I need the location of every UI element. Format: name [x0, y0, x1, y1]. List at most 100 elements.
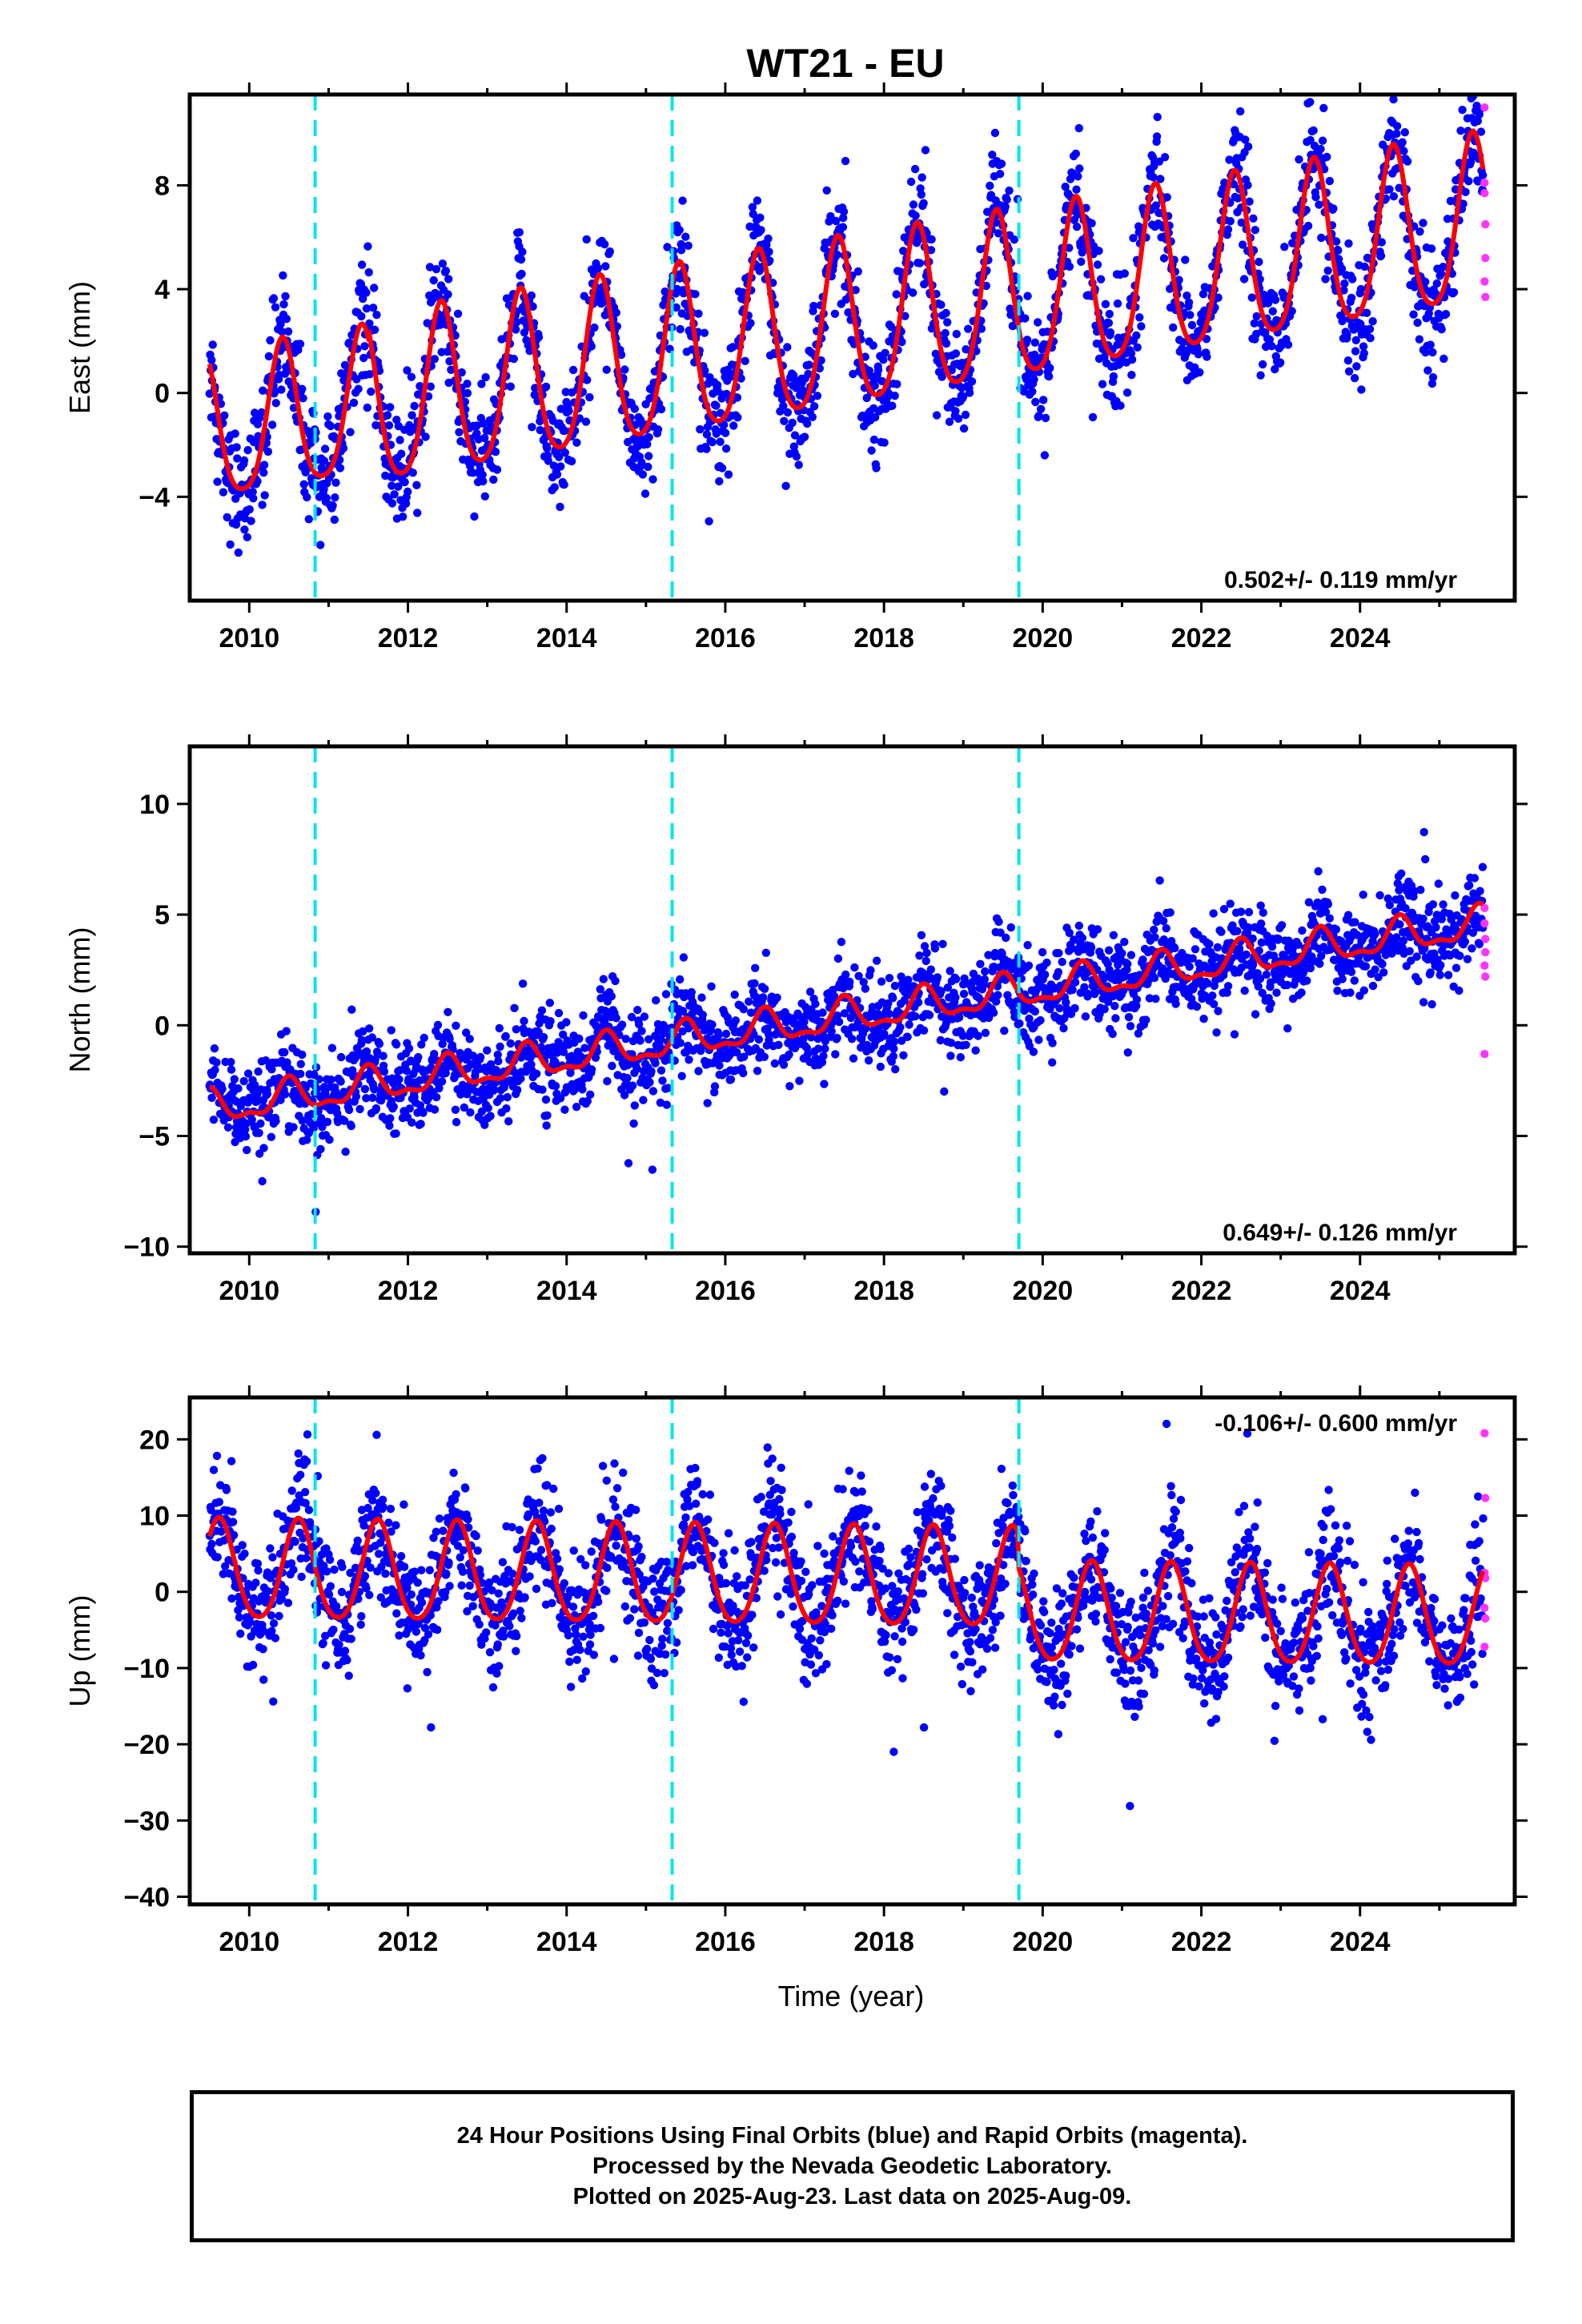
final-orbit-point [376, 1096, 386, 1105]
final-orbit-point [629, 1119, 638, 1128]
final-orbit-point [1041, 413, 1050, 423]
final-orbit-point [644, 462, 652, 472]
final-orbit-point [890, 392, 899, 400]
final-orbit-point [259, 1144, 268, 1152]
final-orbit-point [1257, 938, 1267, 947]
final-orbit-point [462, 1028, 471, 1037]
final-orbit-point [394, 421, 403, 431]
final-orbit-point [1074, 921, 1084, 931]
final-orbit-point [220, 411, 229, 420]
final-orbit-point [549, 461, 559, 470]
final-orbit-point [820, 1080, 829, 1088]
panels-group: 2010 2012 2014 2016 2018 2020 2022 2024840−4Eas… [63, 47, 1528, 1957]
final-orbit-point [227, 1065, 236, 1074]
final-orbit-point [624, 1159, 633, 1168]
final-orbit-point [704, 379, 713, 388]
final-orbit-point [510, 1003, 519, 1013]
final-orbit-point [250, 1080, 259, 1090]
final-orbit-point [746, 319, 755, 328]
final-orbit-point [1132, 995, 1142, 1004]
final-orbit-point [1421, 854, 1430, 864]
final-orbit-point [1305, 80, 1313, 88]
final-orbit-point [1255, 257, 1263, 267]
final-orbit-point [552, 470, 562, 479]
north-y-axis-label: North (mm) [63, 927, 96, 1073]
final-orbit-point [942, 1019, 951, 1027]
rapid-orbit-point [1480, 961, 1489, 970]
final-orbit-point [951, 993, 960, 1002]
final-orbit-point [586, 1090, 595, 1100]
final-orbit-point [827, 1027, 836, 1036]
final-orbit-point [1129, 234, 1138, 243]
final-orbit-point [532, 1069, 541, 1079]
final-orbit-point [1461, 187, 1470, 196]
final-orbit-point [404, 1044, 414, 1053]
final-orbit-point [1409, 310, 1418, 319]
final-orbit-point [1446, 196, 1456, 206]
final-orbit-point [1134, 1029, 1143, 1038]
final-orbit-point [421, 432, 430, 441]
final-orbit-point [281, 292, 290, 301]
final-orbit-point [981, 967, 990, 976]
final-orbit-point [233, 454, 242, 463]
final-orbit-point [303, 1136, 311, 1144]
final-orbit-point [1356, 320, 1365, 328]
final-orbit-point [1303, 221, 1313, 231]
final-orbit-point [1452, 963, 1461, 972]
final-orbit-point [869, 435, 879, 444]
final-orbit-point [303, 493, 311, 502]
final-orbit-point [323, 1117, 332, 1127]
final-orbit-point [1070, 1003, 1079, 1013]
final-orbit-point [637, 1027, 646, 1035]
final-orbit-point [493, 1050, 502, 1059]
final-orbit-point [1426, 340, 1435, 349]
final-orbit-point [516, 1074, 525, 1084]
final-orbit-point [1314, 866, 1323, 876]
final-orbit-point [599, 975, 608, 983]
final-orbit-point [1010, 235, 1019, 244]
final-orbit-point [877, 376, 887, 386]
final-orbit-point [630, 404, 639, 413]
final-orbit-point [387, 499, 397, 508]
final-orbit-point [212, 1451, 222, 1461]
final-orbit-point [676, 975, 685, 984]
final-orbit-point [1283, 1024, 1292, 1033]
final-orbit-point [230, 1075, 239, 1084]
final-orbit-point [644, 1035, 653, 1044]
final-orbit-point [1458, 106, 1467, 115]
final-orbit-point [891, 1065, 900, 1074]
final-orbit-point [226, 540, 235, 549]
final-orbit-point [407, 372, 416, 381]
final-orbit-point [697, 993, 706, 1002]
final-orbit-point [672, 303, 681, 312]
final-orbit-point [258, 501, 267, 509]
final-orbit-point [612, 308, 620, 317]
final-orbit-point [1054, 967, 1063, 977]
final-orbit-point [256, 1119, 265, 1128]
final-orbit-point [298, 1050, 307, 1059]
final-orbit-point [675, 274, 685, 283]
final-orbit-point [582, 235, 591, 244]
final-orbit-point [881, 348, 889, 357]
final-orbit-point [1325, 176, 1335, 186]
east-plot-frame [187, 92, 1517, 603]
final-orbit-point [1248, 934, 1257, 943]
final-orbit-point [1126, 951, 1136, 959]
final-orbit-point [1462, 47, 1470, 55]
final-orbit-point [977, 324, 986, 333]
final-orbit-point [362, 288, 371, 297]
final-orbit-point [648, 1087, 658, 1096]
final-orbit-point [593, 263, 603, 273]
final-orbit-point [764, 1029, 773, 1039]
final-orbit-point [1464, 177, 1473, 186]
rapid-orbit-point [1480, 179, 1489, 187]
final-orbit-point [219, 488, 228, 497]
final-orbit-point [708, 1020, 717, 1029]
final-orbit-point [1078, 934, 1087, 943]
final-orbit-point [1191, 945, 1200, 954]
final-orbit-point [1100, 1004, 1109, 1014]
final-orbit-point [815, 364, 824, 373]
final-orbit-point [946, 1039, 956, 1047]
final-orbit-point [1377, 238, 1387, 247]
final-orbit-point [249, 494, 258, 503]
